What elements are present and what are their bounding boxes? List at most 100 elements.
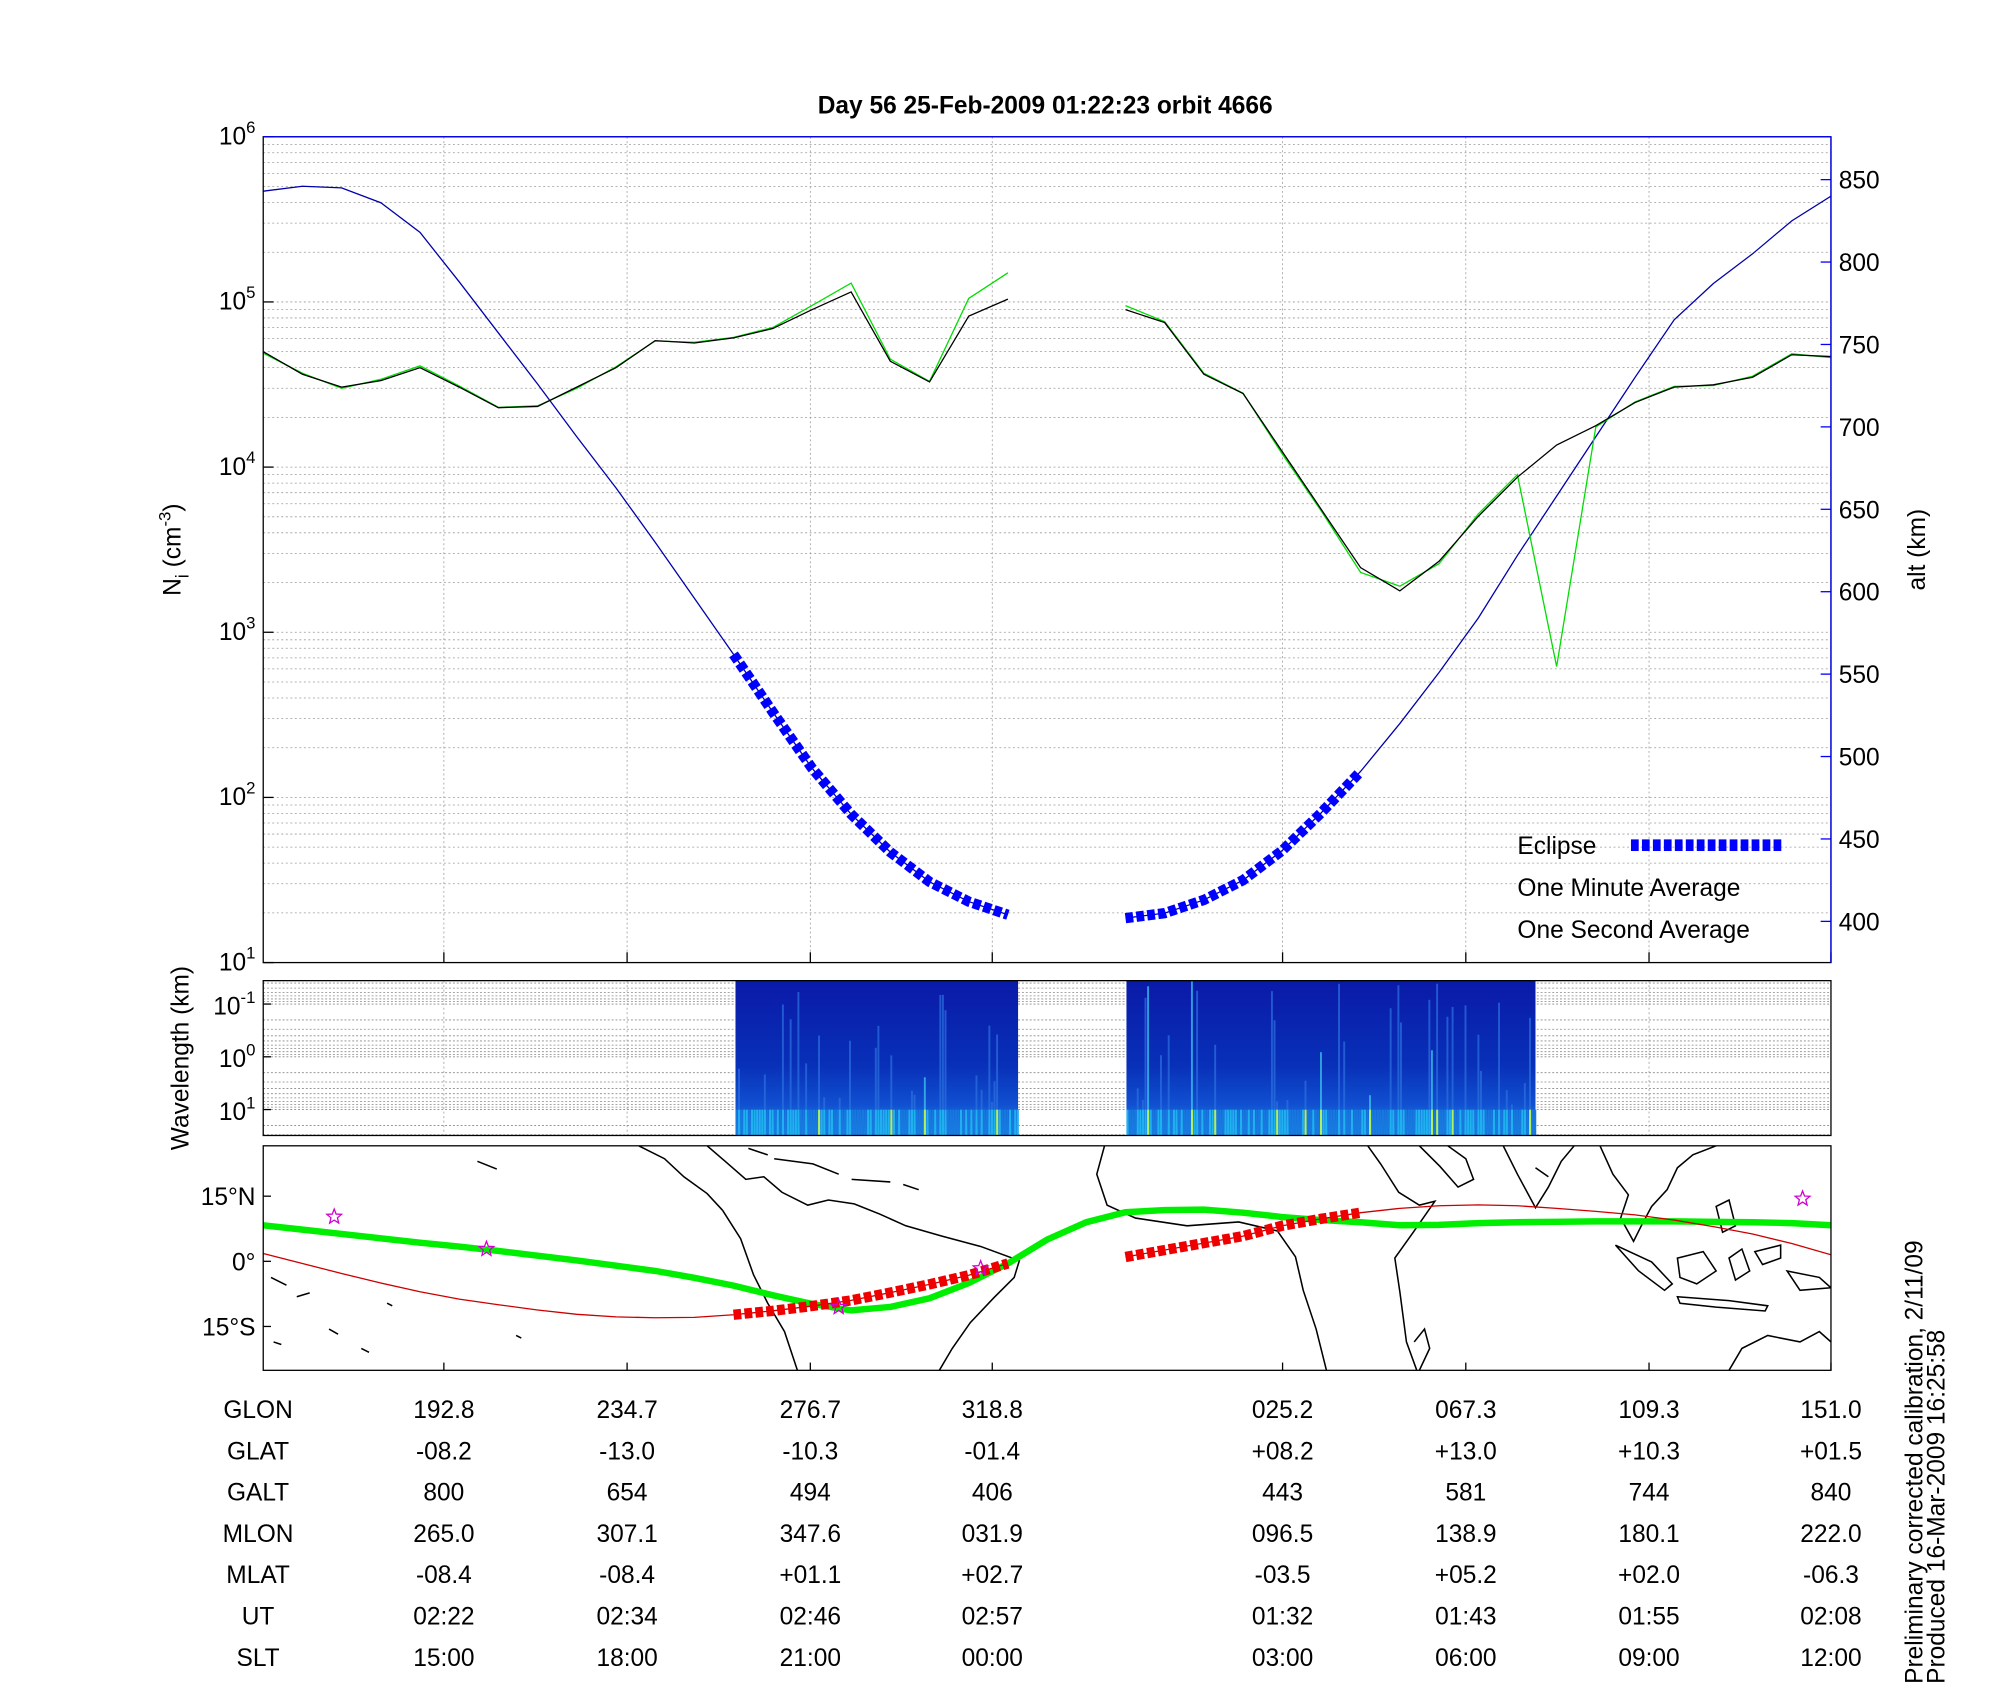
table-cell: 192.8 <box>413 1397 474 1424</box>
spectrogram-streak <box>1464 1005 1467 1136</box>
spectrogram-floor <box>828 1109 831 1136</box>
tick-base: 15°S <box>202 1314 255 1341</box>
tick-base: 10 <box>219 454 246 481</box>
row-label: GLON <box>223 1397 292 1424</box>
spectrogram-floor <box>1234 1109 1237 1136</box>
spectrogram-floor <box>1273 1109 1276 1136</box>
tick-base: 10 <box>219 289 246 316</box>
spectrogram-floor <box>944 1109 947 1136</box>
spectrogram-floor <box>1412 1109 1415 1136</box>
spectrogram-floor <box>1415 1109 1418 1136</box>
spectrogram-floor <box>1405 1109 1408 1136</box>
spectrogram-floor <box>1265 1109 1268 1136</box>
data-line <box>263 291 1831 592</box>
spectrogram-floor <box>1449 1109 1452 1136</box>
spectrogram-streak <box>993 1081 996 1136</box>
spectrogram-floor <box>1317 1109 1320 1136</box>
spectrogram-floor <box>1389 1109 1392 1136</box>
spectrogram-floor <box>1456 1109 1459 1136</box>
table-cell: +02.7 <box>961 1562 1023 1589</box>
spectrogram-floor <box>1487 1109 1490 1136</box>
spectrogram-floor <box>1312 1109 1315 1136</box>
spectrogram-floor <box>903 1109 906 1136</box>
spectrogram-streak <box>1389 1008 1392 1136</box>
spectrogram-floor <box>1296 1109 1299 1136</box>
spectrogram-floor <box>1505 1109 1508 1136</box>
spectrogram-floor <box>887 1109 890 1136</box>
spectrogram-floor <box>789 1109 792 1136</box>
spectrogram-floor <box>1503 1109 1506 1136</box>
tick-base: 10 <box>219 1099 246 1126</box>
spectrogram-floor <box>781 1109 784 1136</box>
y-tick-label: 102 <box>219 779 256 812</box>
spectrogram-floor <box>833 1109 836 1136</box>
spectrogram-streak <box>975 1075 978 1136</box>
spectrogram-floor <box>988 1109 991 1136</box>
spectrogram-floor <box>1255 1109 1258 1136</box>
spectrogram-floor <box>1366 1109 1369 1136</box>
data-line <box>729 651 1365 924</box>
table-cell: 02:34 <box>596 1604 657 1631</box>
spectrogram-floor <box>998 1109 1001 1136</box>
spectrogram-floor <box>952 1109 955 1136</box>
spectrogram-floor <box>756 1109 759 1136</box>
table-cell: 06:00 <box>1435 1645 1496 1672</box>
spectrogram-floor <box>1014 1109 1017 1136</box>
row-label: GLAT <box>227 1438 289 1465</box>
y-tick-label: 400 <box>1839 909 1880 936</box>
table-cell: 443 <box>1262 1480 1303 1507</box>
spectrogram-floor <box>1232 1109 1235 1136</box>
spectrogram-floor <box>1397 1109 1400 1136</box>
label-part: (cm <box>160 527 187 575</box>
spectrogram-floor <box>735 1109 738 1136</box>
spectrogram-floor <box>1464 1109 1467 1136</box>
y-tick-label: 15°S <box>202 1314 255 1341</box>
spectrogram-streak <box>1304 1080 1307 1136</box>
table-cell: 02:57 <box>962 1604 1023 1631</box>
spectrogram-floor <box>1258 1109 1261 1136</box>
table-cell: 744 <box>1629 1480 1670 1507</box>
spectrogram-floor <box>1247 1109 1250 1136</box>
spectrogram-floor <box>970 1109 973 1136</box>
spectrogram-streak <box>1147 986 1150 1136</box>
spectrogram-floor <box>1467 1109 1470 1136</box>
map-tracks <box>263 1204 1831 1320</box>
spectrogram-floor <box>1237 1109 1240 1136</box>
table-cell: -10.3 <box>782 1438 838 1465</box>
spectrogram-floor <box>957 1109 960 1136</box>
spectrogram-floor <box>967 1109 970 1136</box>
spectrogram-streak <box>1436 983 1439 1136</box>
spectrogram-floor <box>843 1109 846 1136</box>
spectrogram-floor <box>740 1109 743 1136</box>
table-cell: 800 <box>423 1480 464 1507</box>
spectrogram-floor <box>1356 1109 1359 1136</box>
spectrogram-floor <box>1006 1109 1009 1136</box>
spectrogram-floor <box>890 1109 893 1136</box>
table-cell: 02:22 <box>413 1604 474 1631</box>
spectrogram-floor <box>882 1109 885 1136</box>
tick-base: 10 <box>219 1046 246 1073</box>
table-cell: 03:00 <box>1252 1645 1313 1672</box>
spectrogram-floor <box>1335 1109 1338 1136</box>
spectrogram-floor <box>1482 1109 1485 1136</box>
spectrogram-floor <box>1211 1109 1214 1136</box>
spectrogram-floor <box>1126 1109 1129 1136</box>
y-tick-label: 700 <box>1839 415 1880 442</box>
spectrogram-floor <box>1384 1109 1387 1136</box>
spectrogram-floor <box>1513 1109 1516 1136</box>
table-cell: 031.9 <box>962 1521 1023 1548</box>
spectrogram-floor <box>1425 1109 1428 1136</box>
spectrogram-floor <box>1190 1109 1194 1136</box>
spectrogram-streak <box>1144 997 1147 1136</box>
tick-exp: 6 <box>246 118 255 137</box>
table-cell: 494 <box>790 1480 831 1507</box>
spectrogram-floor <box>1289 1109 1292 1136</box>
spectrogram-floor <box>1304 1109 1307 1136</box>
spectrogram-floor <box>1330 1109 1333 1136</box>
plot-area <box>263 136 1831 963</box>
spectrogram-streak <box>1477 1034 1480 1136</box>
spectrogram-floor <box>1420 1109 1423 1136</box>
table-cell: -08.4 <box>416 1562 472 1589</box>
y-tick-label: 550 <box>1839 662 1880 689</box>
legend-label: One Second Average <box>1517 917 1749 944</box>
